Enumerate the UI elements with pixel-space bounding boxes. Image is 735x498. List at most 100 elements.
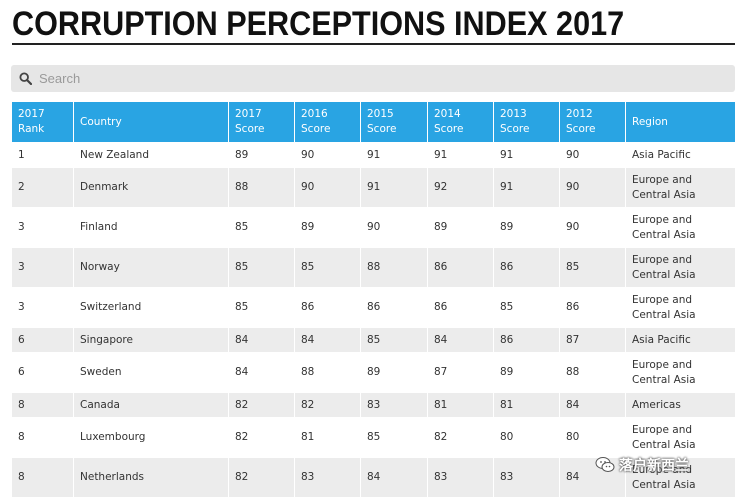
table-cell: 89 [295,208,360,248]
table-cell: 82 [428,418,493,458]
table-cell: 90 [560,208,625,248]
table-cell: Europe and Central Asia [626,208,735,248]
table-cell: 91 [361,143,427,168]
table-cell: 89 [494,208,559,248]
table-row: 8 Canada 82 82 83 81 81 84 Americas [12,393,735,418]
table-cell: 6 [12,328,73,353]
table-cell: 86 [560,288,625,328]
table-cell: 86 [428,288,493,328]
table-cell: 8 [12,393,73,418]
header-row: 2017 Rank Country 2017 Score 2016 Score 2015… [12,102,735,143]
table-cell: 90 [560,143,625,168]
table-cell: 84 [229,328,294,353]
table-cell: 92 [428,168,493,208]
table-cell: 84 [361,458,427,498]
table-cell: 86 [361,288,427,328]
table-row: 3 Finland 85 89 90 89 89 90 Europe and Central A… [12,208,735,248]
table-cell: 85 [361,418,427,458]
table-cell: 80 [560,418,625,458]
page-title: CORRUPTION PERCEPTIONS INDEX 2017 [12,5,625,43]
table-cell: Europe and Central Asia [626,418,735,458]
column-header[interactable]: 2013 Score [494,102,559,143]
table-cell: 86 [295,288,360,328]
table-cell: 81 [494,393,559,418]
table-cell: Sweden [74,353,228,393]
table-cell: 82 [229,458,294,498]
table-cell: 85 [229,288,294,328]
table-row: 6 Sweden 84 88 89 87 89 88 Europe and Central As… [12,353,735,393]
table-row: 3 Norway 85 85 88 86 86 85 Europe and Central As… [12,248,735,288]
table-cell: 91 [361,168,427,208]
table-cell: 6 [12,353,73,393]
table-cell: 88 [295,353,360,393]
table-cell: 85 [229,208,294,248]
table-cell: Europe and Central Asia [626,458,735,498]
table-cell: New Zealand [74,143,228,168]
column-header[interactable]: Country [74,102,228,143]
table-cell: 88 [229,168,294,208]
table-cell: Americas [626,393,735,418]
column-header[interactable]: 2016 Score [295,102,360,143]
table-cell: 90 [295,143,360,168]
wechat-icon [595,457,615,472]
column-header[interactable]: 2015 Score [361,102,427,143]
table-cell: 85 [560,248,625,288]
table-cell: 82 [229,418,294,458]
table-cell: 2 [12,168,73,208]
table-cell: 3 [12,288,73,328]
column-header[interactable]: 2012 Score [560,102,625,143]
table-cell: Singapore [74,328,228,353]
table-cell: Europe and Central Asia [626,353,735,393]
table-row: 2 Denmark 88 90 91 92 91 90 Europe and Central A… [12,168,735,208]
table-cell: 89 [494,353,559,393]
table-cell: 91 [494,143,559,168]
table-cell: 85 [229,248,294,288]
table-cell: Europe and Central Asia [626,248,735,288]
table-cell: 88 [560,353,625,393]
table-cell: 3 [12,208,73,248]
search-input[interactable] [37,70,721,87]
table-cell: 83 [295,458,360,498]
table-cell: Finland [74,208,228,248]
table-cell: Asia Pacific [626,328,735,353]
table-cell: 86 [494,248,559,288]
table-row: 8 Netherlands 82 83 84 83 83 84 Europe and Centr… [12,458,735,498]
table-row: 3 Switzerland 85 86 86 86 85 86 Europe and Centr… [12,288,735,328]
table-cell: 84 [560,458,625,498]
column-header[interactable]: 2017 Score [229,102,294,143]
table-cell: 86 [494,328,559,353]
table-row: 6 Singapore 84 84 85 84 86 87 Asia Pacific [12,328,735,353]
table-cell: 84 [229,353,294,393]
table-cell: Asia Pacific [626,143,735,168]
table-cell: 89 [361,353,427,393]
table-cell: 3 [12,248,73,288]
cpi-table: 2017 Rank Country 2017 Score 2016 Score 2015… [11,102,735,498]
table-cell: 83 [428,458,493,498]
table-cell: Switzerland [74,288,228,328]
table-cell: 81 [428,393,493,418]
watermark-text: 落户新西兰 [619,458,689,474]
table-cell: 91 [494,168,559,208]
table-cell: 8 [12,458,73,498]
watermark: 落户新西兰 [595,455,689,475]
title-divider [12,43,735,45]
table-cell: 83 [361,393,427,418]
table-cell: 81 [295,418,360,458]
table-cell: 91 [428,143,493,168]
table-cell: 90 [295,168,360,208]
table-cell: 90 [361,208,427,248]
table-cell: 89 [229,143,294,168]
column-header[interactable]: 2014 Score [428,102,493,143]
table-cell: 84 [428,328,493,353]
table-cell: Luxembourg [74,418,228,458]
column-header[interactable]: Region [626,102,735,143]
column-header[interactable]: 2017 Rank [12,102,73,143]
table-cell: 87 [428,353,493,393]
search-bar[interactable] [11,65,735,92]
table-cell: 86 [428,248,493,288]
table-cell: Norway [74,248,228,288]
table-cell: 82 [295,393,360,418]
table-cell: 90 [560,168,625,208]
table-cell: 89 [428,208,493,248]
table-cell: 85 [295,248,360,288]
